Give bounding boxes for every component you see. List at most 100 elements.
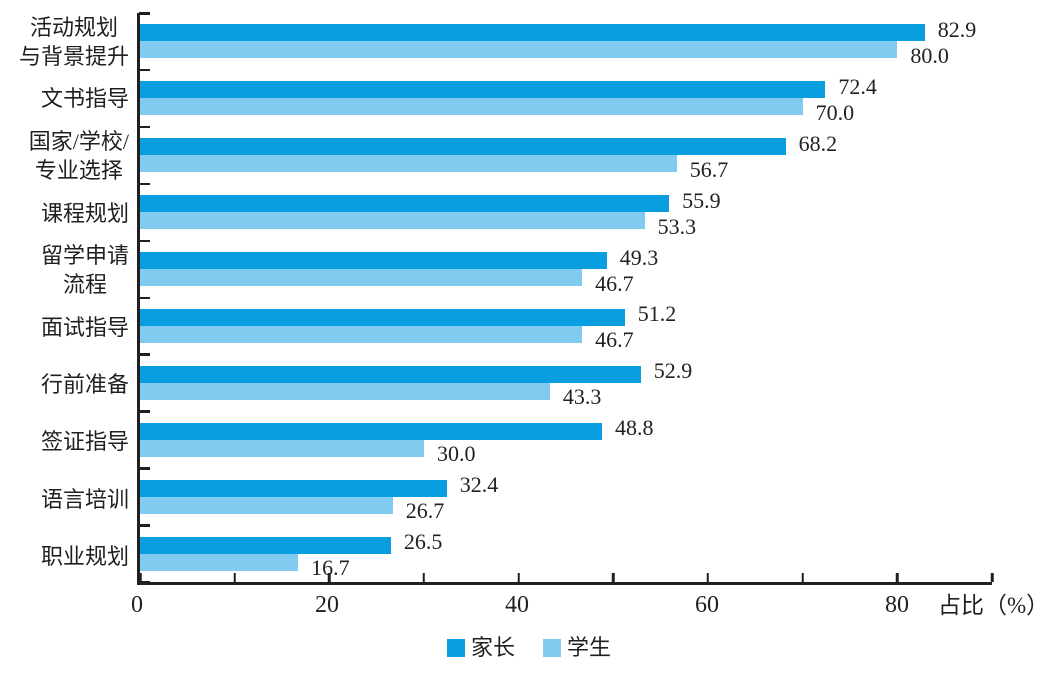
- category-label-text: 签证指导: [40, 429, 129, 455]
- parent-value-label: 82.9: [937, 16, 977, 42]
- category-label: 课程规划: [0, 185, 129, 242]
- category-label: 国家/学校/专业选择: [0, 127, 129, 184]
- bar-row: 48.8 30.0: [140, 411, 992, 468]
- student-value-label: 16.7: [311, 555, 350, 581]
- student-value-label: 80.0: [910, 42, 949, 68]
- parent-bar: 55.9: [140, 189, 721, 213]
- parent-bar: 68.2: [140, 132, 837, 156]
- parent-value-label: 32.4: [459, 472, 499, 498]
- bar-group: 49.3 46.7: [140, 246, 992, 294]
- category-label: 签证指导: [0, 413, 129, 470]
- bar-group: 55.9 53.3: [140, 189, 992, 237]
- bar-row: 82.9 80.0: [140, 13, 992, 70]
- category-label-text: 行前准备: [40, 372, 129, 398]
- x-axis-tick-label: 20: [315, 592, 339, 618]
- category-label: 活动规划 与背景提升: [0, 13, 129, 70]
- category-label: 留学申请 流程: [0, 242, 129, 299]
- bar-group: 48.8 30.0: [140, 417, 992, 465]
- x-axis-tick-label: 40: [505, 592, 529, 618]
- bar-group: 51.2 46.7: [140, 303, 992, 351]
- category-label-text: 留学申请 流程: [40, 243, 129, 298]
- x-axis-tick-labels: 0 20 40 60 80: [131, 592, 992, 622]
- y-axis-tick: [139, 68, 150, 72]
- plot-area: 82.9 80.0 72.4 70.0 68.2 56.7 55.9 53.3 49.3 46.7…: [137, 12, 994, 585]
- y-axis-tick: [139, 12, 150, 15]
- x-axis-tick-label: 60: [694, 592, 719, 618]
- student-bar: 56.7: [140, 155, 728, 180]
- parent-bar: 52.9: [140, 360, 692, 383]
- student-bar: 43.3: [140, 382, 601, 408]
- bar-row: 32.4 26.7: [140, 468, 992, 525]
- x-axis-tick: [233, 573, 236, 582]
- bar-group: 82.9 80.0: [140, 18, 992, 66]
- bar-row: 49.3 46.7: [140, 241, 992, 298]
- y-axis-tick: [139, 353, 150, 356]
- parent-value-label: 51.2: [637, 301, 677, 327]
- student-bar: 46.7: [140, 325, 634, 351]
- x-axis-tick: [328, 573, 331, 582]
- legend-swatch-student: [543, 639, 561, 657]
- parent-bar: 32.4: [140, 474, 498, 497]
- bar-row: 51.2 46.7: [140, 298, 992, 355]
- parent-value-label: 52.9: [653, 358, 693, 384]
- category-label-text: 文书指导: [40, 86, 129, 112]
- category-label-text: 面试指导: [40, 315, 129, 341]
- category-label: 语言培训: [0, 471, 129, 528]
- student-value-label: 70.0: [815, 99, 855, 125]
- student-bar: 26.7: [140, 496, 444, 522]
- y-axis-tick: [139, 467, 150, 470]
- x-axis-tick: [896, 573, 899, 582]
- x-axis-tick: [990, 573, 994, 582]
- legend-item-student: 学生: [543, 636, 611, 660]
- student-bar: 46.7: [140, 269, 634, 294]
- parent-bar: 51.2: [140, 303, 676, 326]
- category-label-text: 活动规划 与背景提升: [18, 14, 129, 69]
- parent-bar: 49.3: [140, 246, 658, 270]
- bar-row: 26.5 16.7: [140, 525, 992, 582]
- category-label-text: 课程规划: [40, 200, 129, 226]
- x-axis-title: 占比（%）: [938, 593, 1050, 618]
- legend-label-parent: 家长: [470, 635, 515, 660]
- y-axis-tick: [139, 239, 150, 243]
- student-bar: 80.0: [140, 41, 949, 66]
- student-value-label: 56.7: [689, 156, 729, 182]
- student-value-label: 46.7: [595, 327, 634, 353]
- bar-group: 52.9 43.3: [140, 360, 992, 408]
- x-axis-tick: [612, 573, 615, 582]
- bar-row: 72.4 70.0: [140, 70, 992, 127]
- student-value-label: 30.0: [436, 441, 476, 467]
- category-label: 职业规划: [0, 528, 129, 585]
- x-axis-tick-label: 0: [131, 592, 143, 618]
- category-label-column: 活动规划 与背景提升文书指导国家/学校/专业选择课程规划留学申请 流程面试指导行前准…: [0, 13, 137, 585]
- legend-item-parent: 家长: [446, 635, 515, 660]
- student-value-label: 43.3: [562, 384, 602, 410]
- student-bar: 30.0: [140, 439, 475, 465]
- y-axis-tick: [139, 524, 150, 527]
- student-bar: 16.7: [140, 553, 350, 579]
- bar-group: 26.5 16.7: [140, 531, 992, 579]
- bar-group: 68.2 56.7: [140, 132, 992, 180]
- parent-value-label: 26.5: [403, 529, 443, 555]
- category-label: 行前准备: [0, 356, 129, 413]
- category-label: 面试指导: [0, 299, 129, 356]
- category-label: 文书指导: [0, 70, 129, 127]
- y-axis-tick: [139, 125, 150, 129]
- legend: 家长 学生: [0, 636, 1058, 660]
- student-value-label: 53.3: [657, 213, 697, 239]
- y-axis-tick: [139, 296, 150, 299]
- legend-swatch-parent: [446, 639, 465, 657]
- x-axis-tick-label: 80: [885, 592, 909, 618]
- x-axis-tick: [706, 573, 710, 582]
- category-label-text: 语言培训: [40, 486, 129, 512]
- student-value-label: 46.7: [595, 270, 634, 296]
- bar-row: 52.9 43.3: [140, 354, 992, 411]
- x-axis-tick: [422, 573, 426, 582]
- student-value-label: 26.7: [405, 498, 445, 524]
- parent-value-label: 48.8: [614, 415, 654, 441]
- parent-bar: 26.5: [140, 531, 442, 554]
- category-label-text: 职业规划: [40, 543, 129, 569]
- bar-row: 68.2 56.7: [140, 127, 992, 184]
- bar-group: 32.4 26.7: [140, 474, 992, 522]
- parent-bar: 72.4: [140, 75, 877, 99]
